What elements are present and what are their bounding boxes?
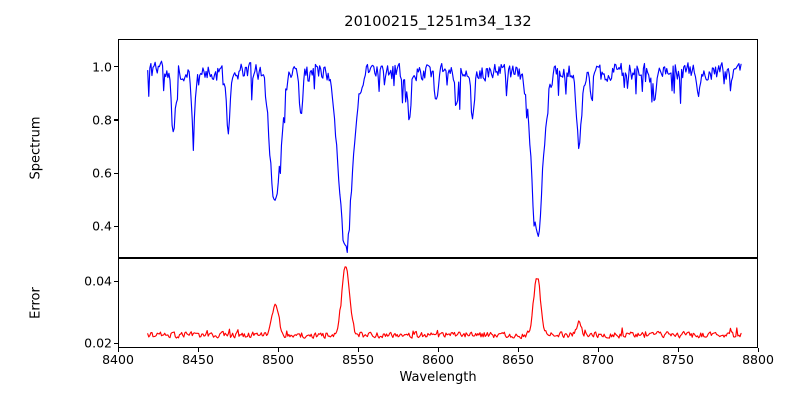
x-tick-mark: [197, 348, 199, 352]
x-tick-mark: [357, 348, 359, 352]
spectrum-y-tick-label: 1.0: [92, 59, 112, 75]
spectrum-y-tick-label: 0.6: [92, 165, 112, 181]
spectrum-svg: [147, 60, 742, 253]
error-y-tick-label: 0.02: [84, 335, 112, 351]
x-tick-label: 8600: [422, 352, 454, 367]
x-tick-label: 8650: [502, 352, 534, 367]
spectrum-y-tick-label: 0.4: [92, 218, 112, 234]
error-y-tick-label: 0.04: [84, 273, 112, 289]
spectrum-y-tick-mark: [114, 119, 118, 121]
spectrum-y-axis-label: Spectrum: [28, 116, 44, 180]
x-tick-mark: [677, 348, 679, 352]
error-plot-area: [118, 258, 758, 348]
x-tick-label: 8400: [102, 352, 134, 367]
error-y-axis-label: Error: [28, 287, 44, 319]
x-tick-label: 8550: [342, 352, 374, 367]
error-y-tick-mark: [114, 280, 118, 282]
x-tick-mark: [517, 348, 519, 352]
x-tick-mark: [437, 348, 439, 352]
x-tick-mark: [117, 348, 119, 352]
spectrum-plot-area: [118, 39, 758, 258]
error-y-tick-mark: [114, 342, 118, 344]
x-tick-label: 8500: [262, 352, 294, 367]
spectrum-y-tick-mark: [114, 172, 118, 174]
x-tick-mark: [277, 348, 279, 352]
spectrum-trace: [147, 60, 742, 253]
page-title: 20100215_1251m34_132: [344, 14, 532, 30]
x-tick-mark: [757, 348, 759, 352]
error-svg: [147, 266, 742, 340]
x-tick-label: 8800: [742, 352, 774, 367]
spectrum-y-tick-label: 0.8: [92, 112, 112, 128]
x-axis-label: Wavelength: [399, 370, 477, 385]
spectrum-y-tick-mark: [114, 225, 118, 227]
x-tick-mark: [597, 348, 599, 352]
x-tick-label: 8700: [582, 352, 614, 367]
error-trace: [147, 266, 742, 340]
spectrum-y-tick-mark: [114, 66, 118, 68]
x-tick-label: 8750: [662, 352, 694, 367]
x-tick-label: 8450: [182, 352, 214, 367]
